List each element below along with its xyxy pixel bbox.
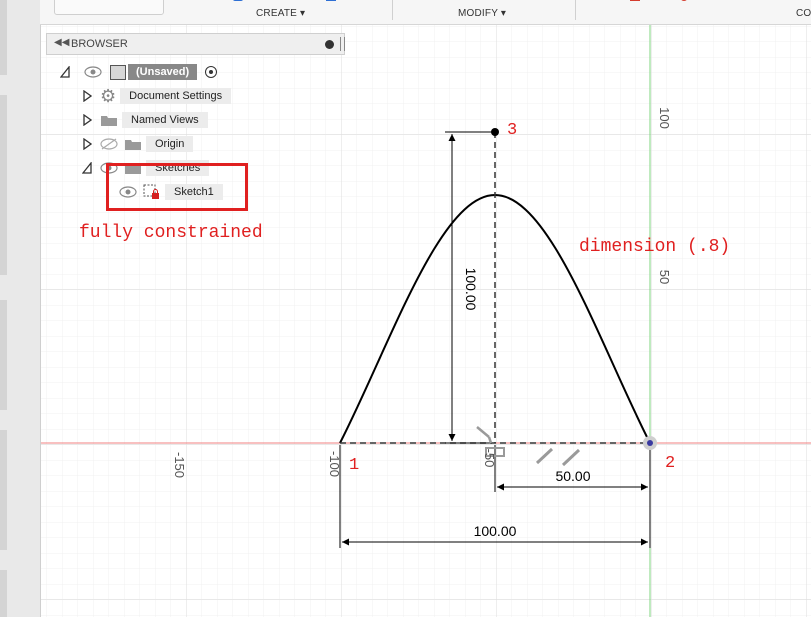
hidden-eye-icon[interactable] (100, 138, 118, 150)
folder-icon (101, 115, 117, 126)
point-label-1: 1 (349, 456, 359, 475)
browser-minimize-icon[interactable] (325, 40, 334, 49)
point-label-3: 3 (507, 121, 517, 140)
active-radio-icon[interactable] (205, 66, 218, 78)
browser-root-row[interactable]: (Unsaved) (60, 62, 218, 82)
toolbar-icon-construct[interactable] (630, 0, 640, 1)
grid-label-neg150: -150 (172, 452, 187, 478)
grid-label-100: 100 (657, 107, 672, 129)
gear-icon: ⚙ (100, 86, 117, 106)
modify-menu[interactable]: MODIFY ▾ (458, 8, 507, 19)
midpoint-constraint-icon[interactable] (485, 447, 505, 457)
folder-icon (125, 163, 141, 174)
browser-item-label: Origin (146, 136, 194, 152)
top-toolbar: CREATE ▾ MODIFY ▾ CO (40, 0, 811, 25)
browser-title: BROWSER (71, 38, 128, 50)
browser-item-sketch1[interactable]: Sketch1 (119, 182, 223, 202)
construct-menu[interactable]: CO (796, 8, 811, 19)
collapsed-triangle-icon[interactable] (82, 138, 92, 150)
expanded-triangle-icon[interactable] (60, 66, 70, 78)
dimension-note: dimension (.8) (579, 237, 730, 257)
browser-resize-handle[interactable] (340, 37, 345, 51)
collapse-arrows-icon[interactable]: ◀◀ (54, 37, 70, 48)
browser-panel-header[interactable]: ◀◀ BROWSER (46, 33, 345, 55)
visibility-eye-icon[interactable] (119, 186, 137, 198)
fully-constrained-note: fully constrained (79, 223, 263, 243)
component-box-icon (110, 64, 126, 80)
sketch-lock-icon (143, 184, 159, 199)
browser-item-label: Named Views (122, 112, 208, 128)
perpendicular-constraint-icon[interactable] (476, 426, 493, 444)
left-side-panel (0, 0, 41, 617)
grid-label-neg50: -50 (482, 449, 497, 468)
toolbar-icon-create-2[interactable] (326, 0, 336, 1)
highlight-box (106, 163, 248, 211)
grid-label-neg100: -100 (327, 451, 342, 477)
point-label-2: 2 (665, 454, 675, 473)
browser-item-label: Document Settings (120, 88, 232, 104)
height-dimension-value[interactable]: 100.00 (463, 268, 479, 311)
browser-item-named-views[interactable]: Named Views (82, 110, 208, 130)
grid-label-50: 50 (657, 270, 672, 284)
browser-item-origin[interactable]: Origin (82, 134, 194, 154)
toolbar-icon-create[interactable] (233, 0, 243, 1)
origin-point[interactable] (647, 440, 653, 446)
toolbar-icon-construct-2[interactable] (680, 0, 688, 1)
collapsed-triangle-icon[interactable] (82, 114, 92, 126)
root-component-label[interactable]: (Unsaved) (128, 64, 198, 80)
collapsed-triangle-icon[interactable] (82, 90, 92, 102)
equal-constraint-icon[interactable] (535, 447, 581, 467)
half-base-dimension-value[interactable]: 50.00 (555, 468, 590, 484)
folder-icon (125, 139, 141, 150)
base-dimension-value[interactable]: 100.00 (474, 523, 517, 539)
browser-item-label: Sketch1 (165, 184, 223, 200)
apex-point[interactable] (491, 128, 499, 136)
visibility-eye-icon[interactable] (84, 66, 102, 78)
toolbar-input-box[interactable] (54, 0, 164, 15)
create-menu[interactable]: CREATE ▾ (256, 8, 306, 19)
expanded-triangle-icon[interactable] (82, 162, 92, 174)
browser-item-document-settings[interactable]: ⚙ Document Settings (82, 86, 232, 106)
